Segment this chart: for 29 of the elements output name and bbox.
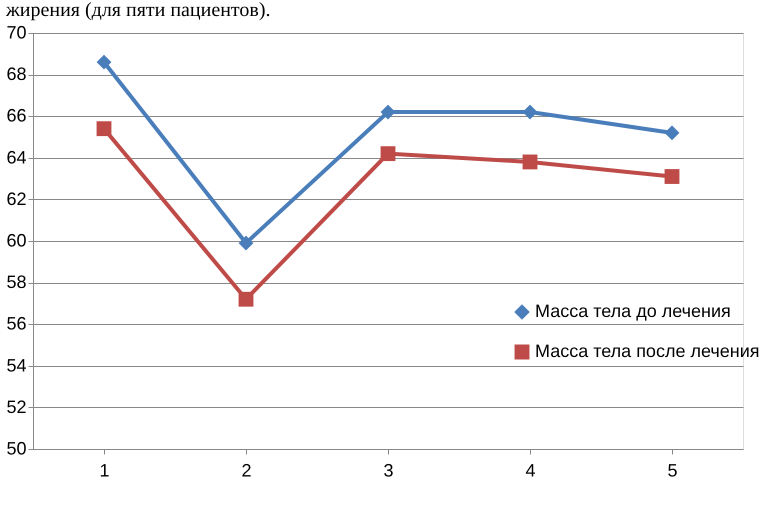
y-tick-label: 58 — [6, 272, 26, 292]
point — [522, 154, 538, 170]
point — [238, 292, 254, 307]
point — [380, 104, 396, 120]
point — [238, 236, 254, 250]
y-tick-label: 64 — [6, 147, 26, 168]
x-tick-label: 3 — [383, 460, 394, 480]
point — [522, 104, 538, 120]
x-tick-label: 2 — [241, 460, 252, 480]
point — [96, 121, 112, 136]
y-tick-label: 60 — [6, 230, 26, 250]
y-tick-label: 56 — [6, 314, 26, 334]
y-tick-label: 50 — [6, 438, 26, 458]
y-tick-label: 54 — [6, 355, 26, 376]
legend-label: Масса тела после лечения — [535, 341, 760, 361]
x-tick-label: 1 — [99, 460, 110, 480]
legend-label: Масса тела до лечения — [535, 301, 731, 321]
y-tick-label: 70 — [6, 22, 26, 42]
point — [664, 125, 680, 140]
y-tick-label: 62 — [6, 188, 26, 209]
x-tick-label: 4 — [525, 460, 536, 480]
point — [96, 54, 112, 70]
y-tick-label: 52 — [6, 396, 26, 417]
point — [380, 146, 396, 162]
y-tick-label: 66 — [6, 106, 26, 126]
chart-title: жирения (для пяти пациентов). — [4, 0, 270, 21]
y-tick-label: 68 — [6, 64, 26, 84]
point — [664, 169, 680, 184]
x-tick-label: 5 — [667, 460, 678, 480]
